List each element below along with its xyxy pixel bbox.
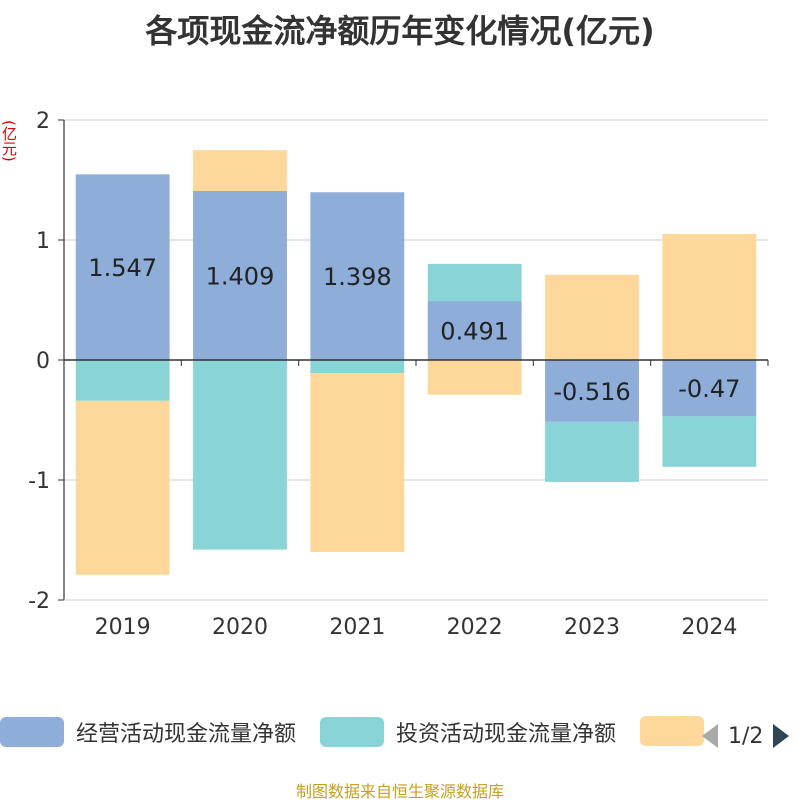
bar-2-2024[interactable] (662, 234, 757, 360)
axis-layer: 2 1 0 -1 -2 2019 2020 2021 2022 2023 2024 (28, 109, 769, 640)
x-tick-label: 2021 (329, 615, 385, 640)
label-layer: 1.547 1.409 1.398 0.491 -0.516 -0.47 (88, 254, 740, 406)
legend-item-financing[interactable] (640, 716, 704, 746)
bar-1-2023[interactable] (545, 421, 639, 482)
legend-label-operating: 经营活动现金流量净额 (76, 722, 297, 747)
legend-label-investing: 投资活动现金流量净额 (396, 722, 617, 747)
chart-title: 各项现金流净额历年变化情况(亿元) (145, 12, 655, 50)
legend-swatch-operating (0, 717, 64, 747)
bar-2-2020[interactable] (193, 150, 287, 191)
y-tick-label: -1 (28, 469, 50, 494)
bar-1-2019[interactable] (75, 360, 170, 401)
x-tick-label: 2024 (681, 615, 737, 640)
data-label: 0.491 (440, 318, 509, 346)
y-tick-label: -2 (28, 589, 50, 614)
legend-swatch-investing (320, 717, 384, 747)
legend-item-operating[interactable]: 经营活动现金流量净额 (0, 716, 296, 748)
bar-2-2022[interactable] (427, 360, 522, 395)
data-label: -0.47 (678, 375, 740, 403)
legend-swatch-financing (640, 716, 704, 746)
data-label: 1.547 (88, 254, 157, 282)
bar-0-2023[interactable] (545, 360, 639, 422)
bar-0-2024[interactable] (662, 360, 757, 417)
bar-1-2022[interactable] (427, 263, 522, 302)
data-label: 1.409 (206, 262, 275, 290)
legend-item-investing[interactable]: 投资活动现金流量净额 (320, 716, 616, 748)
bar-0-2021[interactable] (310, 192, 405, 360)
legend-pager: 1/2 (700, 716, 791, 756)
data-label: -0.516 (553, 378, 630, 406)
y-axis-unit-label: (亿元) (0, 120, 18, 162)
chart-canvas: 2 1 0 -1 -2 2019 2020 2021 2022 2023 2024 1.547 1.4… (28, 109, 769, 640)
legend-prev-icon[interactable] (700, 722, 720, 750)
x-tick-label: 2020 (212, 615, 268, 640)
bar-0-2020[interactable] (193, 190, 287, 360)
y-tick-label: 2 (36, 109, 50, 134)
bar-0-2022[interactable] (427, 301, 522, 360)
data-source-note: 制图数据来自恒生聚源数据库 (295, 782, 504, 801)
bar-2-2023[interactable] (545, 274, 639, 360)
bar-1-2021[interactable] (310, 360, 405, 374)
y-tick-label: 1 (36, 229, 50, 254)
x-tick-label: 2019 (95, 615, 151, 640)
bar-2-2021[interactable] (310, 373, 405, 552)
x-tick-label: 2023 (564, 615, 620, 640)
bar-layer (75, 150, 757, 575)
y-tick-label: 0 (36, 349, 50, 374)
bar-1-2024[interactable] (662, 416, 757, 467)
bar-2-2019[interactable] (75, 400, 170, 575)
legend-page-indicator: 1/2 (728, 723, 764, 749)
data-label: 1.398 (323, 263, 392, 291)
x-tick-label: 2022 (447, 615, 503, 640)
bar-0-2019[interactable] (75, 174, 170, 360)
legend-next-icon[interactable] (771, 722, 791, 750)
legend: 经营活动现金流量净额 投资活动现金流量净额 (0, 716, 800, 756)
bar-1-2020[interactable] (193, 360, 287, 550)
